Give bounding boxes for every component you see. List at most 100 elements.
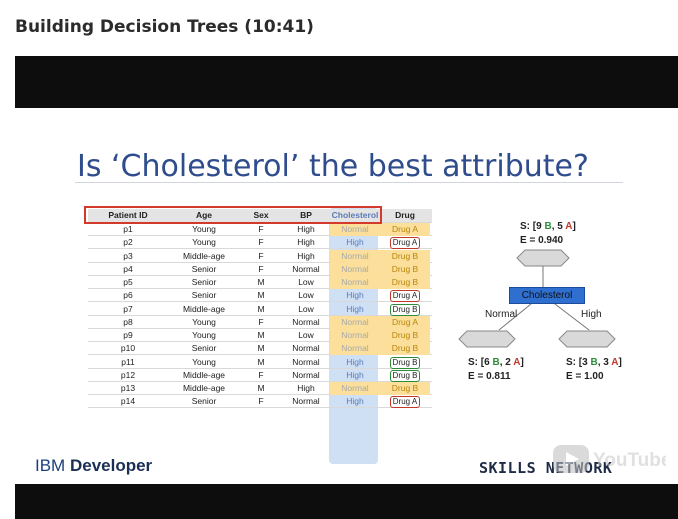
table-cell: Drug A xyxy=(380,395,430,409)
table-cell: Drug B xyxy=(380,356,430,369)
header-red-box xyxy=(84,206,382,224)
table-cell: High xyxy=(346,396,364,407)
table-cell: Low xyxy=(298,303,314,314)
table-row: p3 Middle-age F High Normal Drug B xyxy=(88,249,432,263)
drug-label: Drug B xyxy=(389,356,421,369)
table-cell: M xyxy=(257,356,265,367)
root-node-hexagon xyxy=(516,249,570,267)
right-leaf-hexagon xyxy=(558,330,616,348)
table-cell: Normal xyxy=(292,343,320,354)
drug-label: Drug B xyxy=(389,303,421,316)
column-header: Sex xyxy=(253,210,269,220)
table-cell: Drug B xyxy=(380,249,430,263)
branch-high: High xyxy=(581,309,602,320)
table-cell: Senior xyxy=(191,290,217,301)
table-cell: Drug B xyxy=(380,303,430,316)
table-row: p4 Senior F Normal Normal Drug B xyxy=(88,262,432,276)
table-cell: F xyxy=(258,250,264,261)
table-cell: M xyxy=(257,277,265,287)
table-row: p14 Senior F Normal High Drug A xyxy=(88,395,432,409)
column-header: Cholesterol xyxy=(331,210,379,220)
column-header: Drug xyxy=(395,210,415,220)
table-cell: M xyxy=(257,383,265,393)
table-cell: High xyxy=(297,250,315,261)
table-cell: High xyxy=(346,237,364,248)
table-cell: p12 xyxy=(120,369,136,380)
table-row: p11 Young M Normal High Drug B xyxy=(88,356,432,369)
table-cell: Drug B xyxy=(380,262,430,276)
table-cell: Normal xyxy=(330,382,380,395)
table-cell: Drug A xyxy=(380,315,430,329)
table-cell: Young xyxy=(192,330,216,340)
table-row: p5 Senior M Low Normal Drug B xyxy=(88,276,432,289)
right-edge xyxy=(554,303,590,331)
table-cell: Low xyxy=(298,277,314,287)
table-cell: Normal xyxy=(330,223,380,236)
table-row: p12 Middle-age F Normal High Drug B xyxy=(88,369,432,382)
table-cell: Drug B xyxy=(380,276,430,289)
table-cell: p4 xyxy=(123,263,133,274)
table-cell: Middle-age xyxy=(182,250,226,261)
video-player[interactable]: Is ‘Cholesterol’ the best attribute? Pat… xyxy=(15,56,678,519)
table-cell: Senior xyxy=(191,343,217,354)
table-cell: High xyxy=(297,383,315,393)
table-cell: Drug B xyxy=(380,329,430,342)
table-row: p2 Young F High High Drug A xyxy=(88,236,432,250)
table-cell: F xyxy=(258,396,264,407)
table-cell: Normal xyxy=(330,276,380,289)
table-cell: Normal xyxy=(330,262,380,276)
table-cell: Normal xyxy=(330,329,380,342)
left-edge xyxy=(498,303,532,331)
table-cell: Normal xyxy=(330,249,380,263)
table-cell: Middle-age xyxy=(182,383,226,393)
table-cell: p7 xyxy=(123,303,133,314)
table-cell: Normal xyxy=(292,369,320,380)
table-row: p6 Senior M Low High Drug A xyxy=(88,289,432,303)
table-cell: p6 xyxy=(123,290,133,301)
table-cell: High xyxy=(297,237,315,248)
table-cell: p11 xyxy=(121,356,135,367)
table-cell: Middle-age xyxy=(182,303,226,314)
table-cell: M xyxy=(257,343,265,354)
table-cell: Drug A xyxy=(380,289,430,303)
table-row: p7 Middle-age M Low High Drug B xyxy=(88,303,432,316)
cholesterol-node: Cholesterol xyxy=(509,287,585,304)
table-row: p8 Young F Normal Normal Drug A xyxy=(88,315,432,329)
slide-title: Is ‘Cholesterol’ the best attribute? xyxy=(77,149,589,184)
table-cell: High xyxy=(346,290,364,301)
table-cell: Low xyxy=(298,330,314,340)
table-cell: Drug A xyxy=(380,223,430,236)
root-sample-count: S: [9 B, 5 A] xyxy=(520,221,576,232)
table-cell: Young xyxy=(192,316,216,327)
table-cell: Young xyxy=(192,237,216,248)
column-header: Patient ID xyxy=(108,210,148,220)
table-cell: F xyxy=(258,369,264,380)
table-cell: Young xyxy=(192,224,216,234)
table-cell: Senior xyxy=(191,396,217,407)
table-cell: Drug B xyxy=(380,382,430,395)
left-leaf-hexagon xyxy=(458,330,516,348)
table-row: p9 Young M Low Normal Drug B xyxy=(88,329,432,342)
table-cell: Senior xyxy=(191,277,217,287)
table-cell: Normal xyxy=(292,263,320,274)
table-row: p1 Young F High Normal Drug A xyxy=(88,223,432,236)
left-sample-count: S: [6 B, 2 A] xyxy=(468,357,524,368)
table-row: p10 Senior M Normal Normal Drug B xyxy=(88,342,432,356)
video-title: Building Decision Trees (10:41) xyxy=(15,17,314,37)
table-cell: Drug B xyxy=(380,342,430,356)
table-cell: F xyxy=(258,237,264,248)
table-cell: Young xyxy=(192,356,216,367)
drug-label: Drug B xyxy=(389,369,421,382)
table-cell: Drug A xyxy=(380,236,430,250)
table-cell: p14 xyxy=(120,396,136,407)
youtube-watermark-icon[interactable]: YouTube xyxy=(551,441,666,477)
table-cell: High xyxy=(297,224,315,234)
table-cell: Normal xyxy=(330,342,380,356)
left-entropy: E = 0.811 xyxy=(468,371,511,382)
table-row: p13 Middle-age M High Normal Drug B xyxy=(88,382,432,395)
column-header: Age xyxy=(195,210,213,220)
title-divider xyxy=(75,182,623,183)
table-cell: p2 xyxy=(123,237,133,248)
table-cell: High xyxy=(346,303,364,314)
table-cell: Middle-age xyxy=(182,369,226,380)
